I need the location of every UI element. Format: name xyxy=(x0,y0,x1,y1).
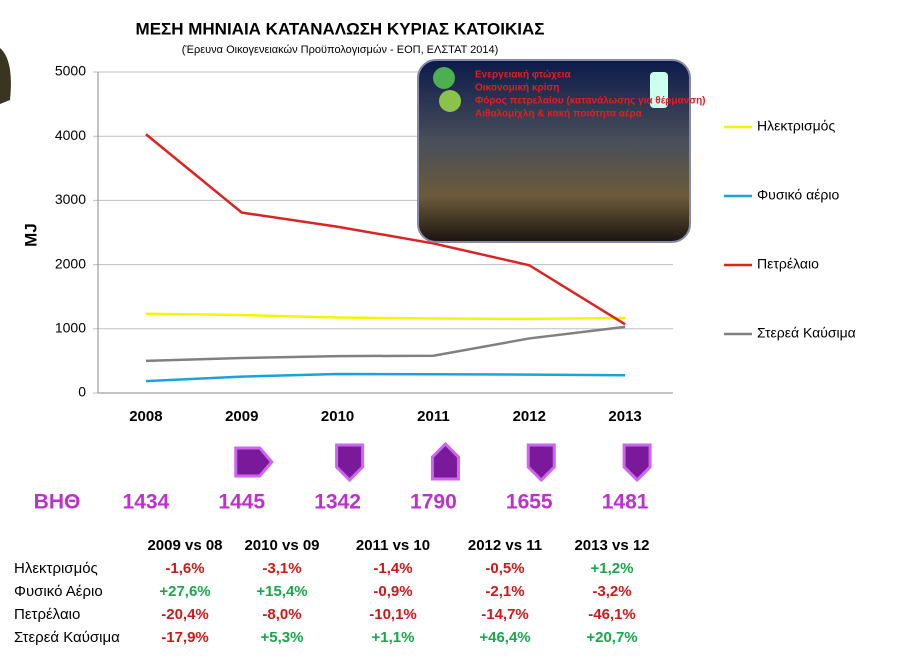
legend-label: Πετρέλαιο xyxy=(757,256,819,272)
x-tick-label: 2009 xyxy=(225,408,258,425)
legend-label: Ηλεκτρισμός xyxy=(757,118,835,134)
icon xyxy=(439,90,461,112)
table-cell: +20,7% xyxy=(586,629,637,646)
y-tick-label: 1000 xyxy=(55,320,86,336)
photo-inset xyxy=(417,59,691,243)
row-label: Πετρέλαιο xyxy=(14,606,80,623)
table-cell: -46,1% xyxy=(588,606,636,623)
bhth-label: ΒΗΘ xyxy=(34,491,81,514)
annotation: Ενεργειακή φτώχεια xyxy=(475,70,571,81)
annotation: Αιθαλομίχλη & κακή ποιότητα αέρα xyxy=(475,109,643,120)
photo xyxy=(417,59,691,243)
row-label: Στερεά Καύσιμα xyxy=(14,629,120,646)
x-tick-label: 2012 xyxy=(513,408,546,425)
table-cell: -20,4% xyxy=(161,606,209,623)
series-line xyxy=(145,325,626,363)
table-cell: +1,1% xyxy=(372,629,415,646)
table-cell: -0,5% xyxy=(485,560,524,577)
bhth-value: 1434 xyxy=(123,491,170,514)
table-cell: -3,1% xyxy=(262,560,301,577)
trend-arrow xyxy=(234,446,274,478)
trend-arrow xyxy=(335,443,365,483)
table-cell: -8,0% xyxy=(262,606,301,623)
y-tick-label: 5000 xyxy=(55,63,86,79)
bhth-value: 1342 xyxy=(314,491,361,514)
table-header: 2009 vs 08 xyxy=(147,537,222,554)
series-line xyxy=(145,133,626,326)
y-axis-label: MJ xyxy=(21,223,40,247)
table-cell: -0,9% xyxy=(373,583,412,600)
y-tick-label: 3000 xyxy=(55,191,86,207)
row-label: Ηλεκτρισμός xyxy=(14,560,98,577)
bhth-value: 1655 xyxy=(506,491,553,514)
table-header: 2013 vs 12 xyxy=(574,537,649,554)
series-line xyxy=(145,312,626,321)
table-cell: -2,1% xyxy=(485,583,524,600)
x-tick-label: 2013 xyxy=(608,408,641,425)
annotation: Φόρος πετρελαίου (κατανάλωσης για θέρμαν… xyxy=(475,96,706,107)
table-cell: +1,2% xyxy=(591,560,634,577)
trend-arrow xyxy=(526,443,556,483)
row-label: Φυσικό Αέριο xyxy=(14,583,103,600)
y-tick-label: 2000 xyxy=(55,255,86,271)
table-cell: -1,6% xyxy=(165,560,204,577)
table-header: 2011 vs 10 xyxy=(356,537,430,554)
bhth-value: 1790 xyxy=(410,491,457,514)
table-cell: +46,4% xyxy=(479,629,530,646)
bhth-value: 1481 xyxy=(602,491,649,514)
icon xyxy=(650,72,668,108)
icon xyxy=(433,67,455,89)
x-tick-label: 2010 xyxy=(321,408,354,425)
bhth-value: 1445 xyxy=(218,491,265,514)
y-tick-label: 4000 xyxy=(55,127,86,143)
x-tick-label: 2008 xyxy=(129,408,162,425)
trend-arrow xyxy=(622,443,652,483)
table-cell: +27,6% xyxy=(159,583,210,600)
chart-subtitle: (Έρευνα Οικογενειακών Προϋπολογισμών - Ε… xyxy=(182,44,499,56)
table-header: 2010 vs 09 xyxy=(244,537,319,554)
table-header: 2012 vs 11 xyxy=(468,537,542,554)
table-cell: +15,4% xyxy=(256,583,307,600)
table-cell: -17,9% xyxy=(161,629,209,646)
edge-decoration xyxy=(0,48,11,104)
y-tick-label: 0 xyxy=(78,384,86,400)
table-cell: -10,1% xyxy=(369,606,417,623)
table-cell: -3,2% xyxy=(592,583,631,600)
legend-label: Φυσικό αέριο xyxy=(757,187,839,203)
x-tick-label: 2011 xyxy=(417,408,450,425)
series-line xyxy=(145,372,626,383)
annotation: Οικονομική κρίση xyxy=(475,83,559,94)
table-cell: -14,7% xyxy=(481,606,529,623)
table-cell: -1,4% xyxy=(373,560,412,577)
trend-arrow xyxy=(430,441,460,481)
table-cell: +5,3% xyxy=(261,629,304,646)
legend-label: Στερεά Καύσιμα xyxy=(757,325,856,341)
chart-title: ΜΕΣΗ ΜΗΝΙΑΙΑ ΚΑΤΑΝΑΛΩΣΗ ΚΥΡΙΑΣ ΚΑΤΟΙΚΙΑΣ xyxy=(136,19,545,38)
